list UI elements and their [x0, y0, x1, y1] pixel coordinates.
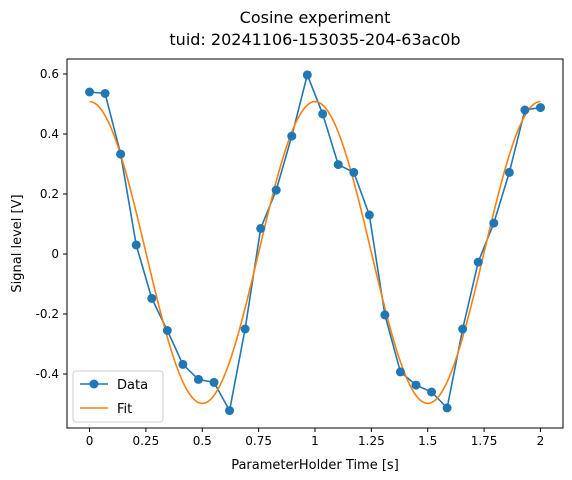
legend: Data Fit — [72, 370, 164, 423]
x-tick-label: 0.75 — [245, 434, 272, 448]
y-ticks: 0.6 0.4 0.2 0 -0.2 -0.4 — [36, 67, 67, 381]
data-point — [333, 160, 343, 170]
chart-title: Cosine experiment — [240, 8, 391, 27]
x-tick-label: 1.75 — [471, 434, 498, 448]
data-point — [178, 359, 188, 369]
data-point — [116, 149, 126, 159]
x-ticks: 0 0.25 0.5 0.75 1 1.25 1.5 1.75 2 — [86, 428, 545, 448]
data-point — [131, 240, 141, 250]
y-tick-label: 0 — [51, 247, 59, 261]
data-point — [364, 210, 374, 220]
legend-data-label: Data — [117, 378, 148, 393]
chart-subtitle: tuid: 20241106-153035-204-63ac0b — [169, 30, 460, 49]
y-tick-label: 0.6 — [40, 67, 59, 81]
legend-data-marker — [89, 379, 99, 389]
data-point — [473, 257, 483, 267]
data-point — [504, 167, 514, 177]
series-layer — [85, 70, 545, 416]
x-tick-label: 0.25 — [133, 434, 160, 448]
data-point — [411, 380, 421, 390]
data-point — [147, 293, 157, 303]
data-point — [256, 224, 266, 233]
data-point — [427, 387, 437, 397]
data-point — [318, 109, 328, 119]
data-point — [193, 374, 203, 384]
data-point — [240, 324, 250, 334]
y-tick-label: 0.2 — [40, 187, 59, 201]
x-tick-label: 1.25 — [358, 434, 385, 448]
y-tick-label: 0.4 — [40, 127, 59, 141]
data-point — [535, 103, 545, 113]
data-point — [162, 326, 172, 335]
data-point — [489, 218, 499, 228]
x-axis-label: ParameterHolder Time [s] — [231, 458, 399, 473]
y-tick-label: -0.2 — [36, 307, 59, 321]
data-point — [520, 105, 530, 115]
y-axis-label: Signal level [V] — [10, 194, 25, 292]
data-point — [380, 310, 390, 320]
data-point — [442, 403, 452, 413]
x-tick-label: 0 — [86, 434, 94, 448]
data-point — [395, 367, 405, 377]
data-point — [349, 167, 359, 177]
data-point — [287, 131, 297, 141]
data-point — [100, 89, 110, 98]
data-point — [458, 324, 468, 334]
y-tick-label: -0.4 — [36, 367, 59, 381]
data-point — [225, 406, 235, 416]
data-point — [271, 185, 281, 195]
data-point — [302, 70, 312, 80]
x-tick-label: 1.5 — [418, 434, 437, 448]
x-tick-label: 2 — [537, 434, 545, 448]
legend-fit-label: Fit — [117, 402, 132, 417]
x-tick-label: 0.5 — [193, 434, 212, 448]
data-point — [85, 87, 95, 97]
data-point — [209, 377, 219, 387]
x-tick-label: 1 — [311, 434, 319, 448]
